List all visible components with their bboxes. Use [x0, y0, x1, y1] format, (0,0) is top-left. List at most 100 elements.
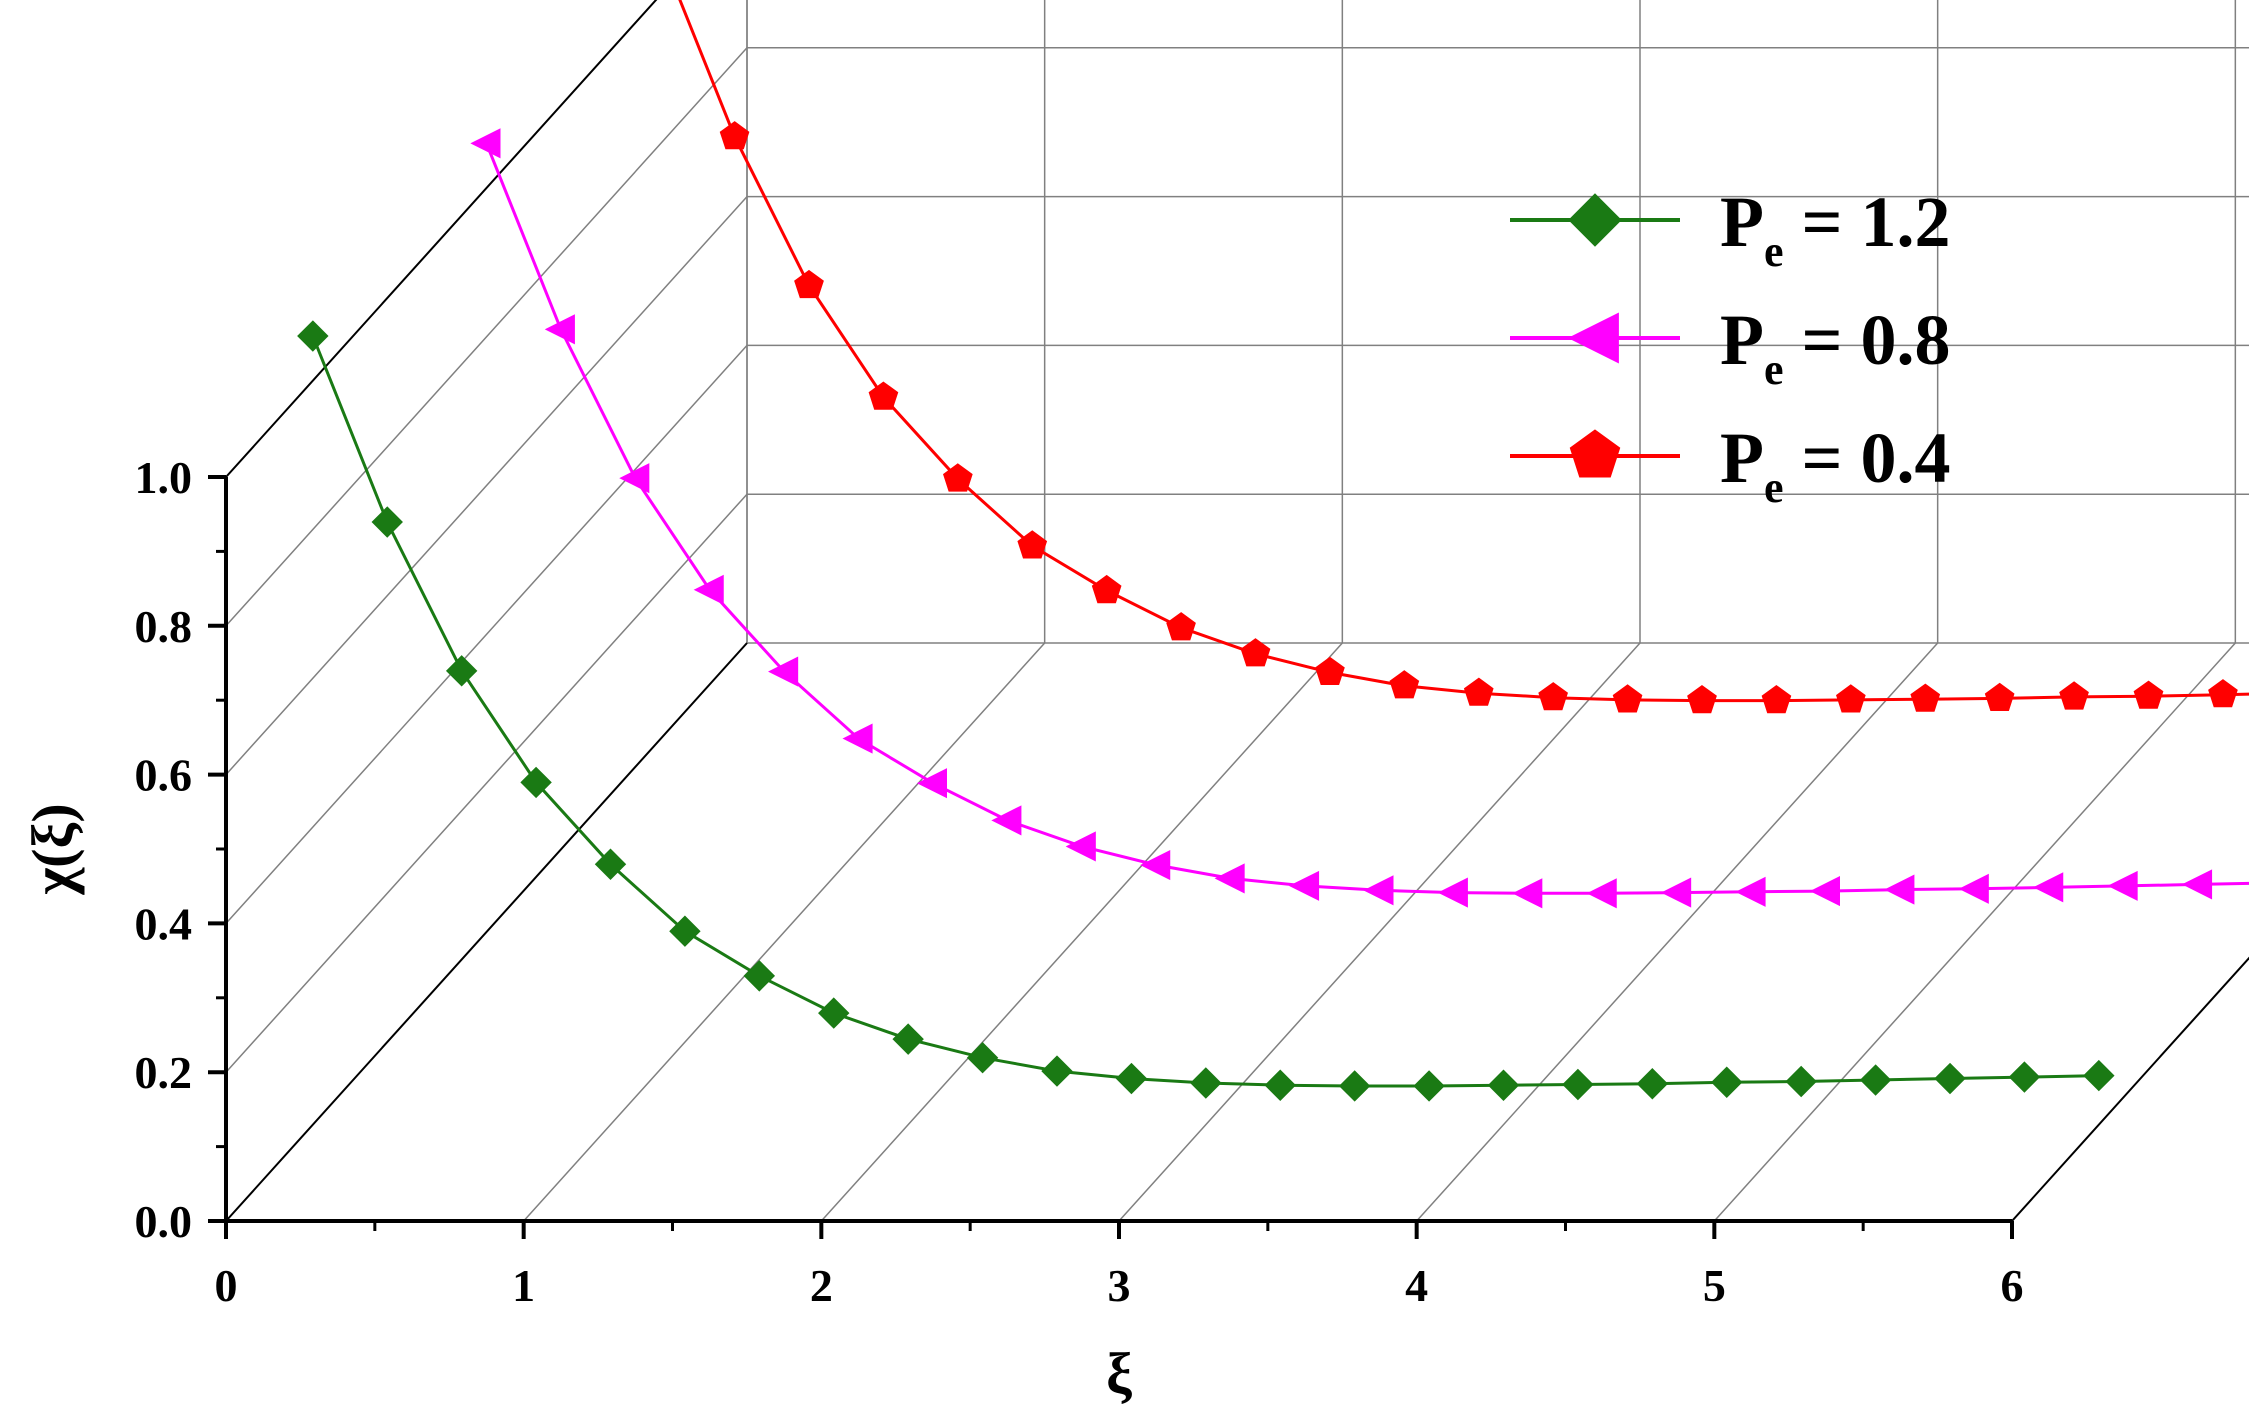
data-point — [1091, 574, 1122, 604]
data-point — [768, 656, 799, 687]
data-point — [1910, 683, 1941, 712]
frame-edge-top-left — [225, 0, 658, 478]
data-point — [1884, 874, 1915, 905]
legend-label-main: P — [1720, 300, 1764, 380]
data-point — [297, 320, 329, 352]
data-point — [1166, 612, 1196, 641]
legend-label-value: = 1.2 — [1784, 182, 1951, 262]
data-point — [2208, 679, 2238, 708]
grid-line-wall-depth — [225, 196, 748, 776]
data-point — [1190, 1067, 1222, 1099]
data-point — [2033, 872, 2064, 903]
series-layer — [297, 0, 2249, 1102]
legend-label-value: = 0.4 — [1784, 418, 1951, 498]
data-point — [1984, 682, 2015, 711]
data-point — [943, 463, 973, 492]
data-point — [1586, 878, 1617, 909]
data-point — [1115, 1062, 1148, 1095]
data-point — [1389, 670, 1420, 699]
data-point — [1315, 656, 1345, 685]
data-point — [1761, 684, 1792, 714]
data-point — [1859, 1064, 1892, 1096]
data-point — [1288, 870, 1320, 901]
legend: Pe = 1.2Pe = 0.8Pe = 0.4 — [1510, 182, 1951, 512]
legend-label-main: P — [1720, 182, 1764, 262]
data-point — [2008, 1061, 2041, 1093]
legend-entry: Pe = 1.2 — [1510, 182, 1951, 276]
data-point — [1413, 1070, 1445, 1102]
data-point — [445, 655, 478, 687]
data-point — [1240, 638, 1271, 667]
legend-swatch-marker — [1568, 193, 1622, 247]
grid-line-floor-depth — [1713, 642, 2236, 1222]
legend-entry: Pe = 0.4 — [1510, 418, 1951, 512]
legend-label-subscript: e — [1764, 463, 1784, 512]
data-point — [842, 723, 873, 754]
data-point — [916, 768, 947, 799]
data-point — [2083, 1059, 2115, 1092]
series-line — [678, 0, 2249, 703]
x-tick-label: 3 — [1108, 1260, 1131, 1311]
legend-label: Pe = 1.2 — [1720, 182, 1951, 276]
data-point — [1140, 849, 1171, 881]
data-point — [1017, 530, 1048, 559]
grid-line-floor-depth — [523, 642, 1046, 1222]
data-point — [1437, 877, 1468, 908]
data-point — [1041, 1055, 1073, 1087]
grid-line-floor-depth — [1118, 642, 1641, 1222]
data-point — [544, 314, 575, 345]
y-tick-label: 0.0 — [135, 1196, 193, 1247]
data-point — [794, 269, 824, 299]
frame-edge-floor-right — [2011, 956, 2249, 1222]
frame-edge-floor-left — [225, 642, 748, 1222]
x-tick-label: 5 — [1703, 1260, 1726, 1311]
x-axis-title: ξ — [1106, 1341, 1132, 1406]
series-line — [485, 142, 2249, 895]
data-point — [2133, 680, 2164, 709]
grid-line-wall-depth — [225, 0, 657, 478]
data-point — [1512, 878, 1543, 909]
data-point — [594, 848, 627, 880]
data-point — [1785, 1065, 1817, 1098]
data-point — [2107, 870, 2138, 901]
grid-line-floor-depth — [1416, 642, 1939, 1222]
grid-line-floor-depth — [2011, 956, 2249, 1222]
data-point — [1214, 863, 1245, 894]
x-tick-label: 1 — [512, 1260, 535, 1311]
data-point — [371, 506, 403, 538]
data-point — [1661, 877, 1692, 908]
data-point — [2059, 681, 2089, 710]
data-point — [991, 805, 1022, 836]
grid-line-wall-depth — [225, 344, 748, 924]
data-point — [1338, 1070, 1371, 1102]
data-point — [1065, 831, 1096, 862]
data-point — [470, 128, 501, 159]
y-axis-title: χ(ξ) — [20, 803, 85, 895]
grid-line-wall-depth — [225, 47, 748, 627]
data-point — [1487, 1069, 1520, 1101]
data-point — [1612, 684, 1643, 713]
data-point — [719, 121, 750, 150]
legend-swatch-marker — [1567, 312, 1619, 364]
series-group — [470, 128, 2249, 909]
legend-label-subscript: e — [1764, 227, 1784, 276]
series-group — [678, 0, 2249, 714]
data-point — [2181, 869, 2213, 900]
series-group — [297, 320, 2115, 1102]
data-point — [892, 1023, 924, 1055]
data-point — [868, 381, 899, 410]
y-tick-label: 0.2 — [135, 1047, 193, 1098]
data-point — [1958, 873, 1989, 904]
data-point — [1809, 876, 1840, 907]
data-point — [693, 574, 724, 605]
legend-label-subscript: e — [1764, 345, 1784, 394]
y-tick-label: 0.6 — [135, 750, 193, 801]
legend-swatch-marker — [1569, 429, 1621, 478]
data-point — [520, 766, 552, 799]
y-tick-label: 1.0 — [135, 452, 193, 503]
legend-label: Pe = 0.4 — [1720, 418, 1951, 512]
data-point — [966, 1041, 999, 1074]
legend-label-value: = 0.8 — [1784, 300, 1951, 380]
